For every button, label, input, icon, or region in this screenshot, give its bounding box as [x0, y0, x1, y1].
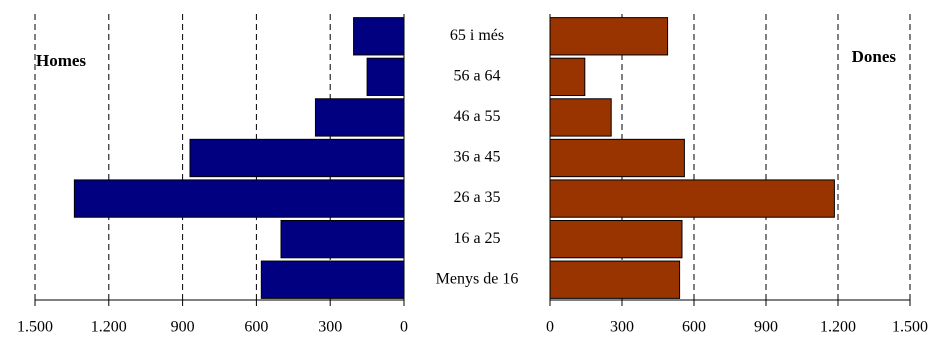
- category-label: 36 a 45: [453, 149, 500, 166]
- category-label: 46 a 55: [453, 108, 500, 125]
- category-label: 65 i més: [450, 27, 504, 44]
- x-tick-label: 300: [318, 319, 342, 336]
- bar: [260, 260, 405, 299]
- x-tick-label: 900: [754, 319, 778, 336]
- x-tick-label: 600: [682, 319, 706, 336]
- category-label: 16 a 25: [453, 230, 500, 247]
- category-label: Menys de 16: [436, 270, 519, 287]
- x-tick-label: 1.200: [820, 319, 856, 336]
- bar: [73, 179, 405, 218]
- bar: [280, 219, 405, 259]
- bar: [549, 17, 669, 56]
- x-tick-label: 600: [244, 319, 268, 336]
- bar: [314, 98, 405, 137]
- bar: [366, 57, 405, 97]
- category-label: 56 a 64: [453, 68, 500, 85]
- bar: [549, 179, 835, 218]
- x-tick-label: 0: [400, 319, 408, 336]
- bar: [353, 17, 405, 56]
- bar: [549, 138, 685, 178]
- bar: [549, 260, 681, 299]
- x-tick-label: 900: [171, 319, 195, 336]
- chart-title: Dones: [852, 47, 897, 66]
- category-label: 26 a 35: [453, 189, 500, 206]
- x-tick-label: 0: [546, 319, 554, 336]
- bar: [549, 98, 612, 137]
- chart-title: Homes: [36, 51, 86, 70]
- x-tick-label: 1.500: [17, 319, 53, 336]
- bar: [189, 138, 405, 178]
- bar: [549, 219, 683, 259]
- x-tick-label: 300: [610, 319, 634, 336]
- bar: [549, 57, 586, 97]
- x-tick-label: 1.200: [91, 319, 127, 336]
- x-tick-label: 1.500: [892, 319, 928, 336]
